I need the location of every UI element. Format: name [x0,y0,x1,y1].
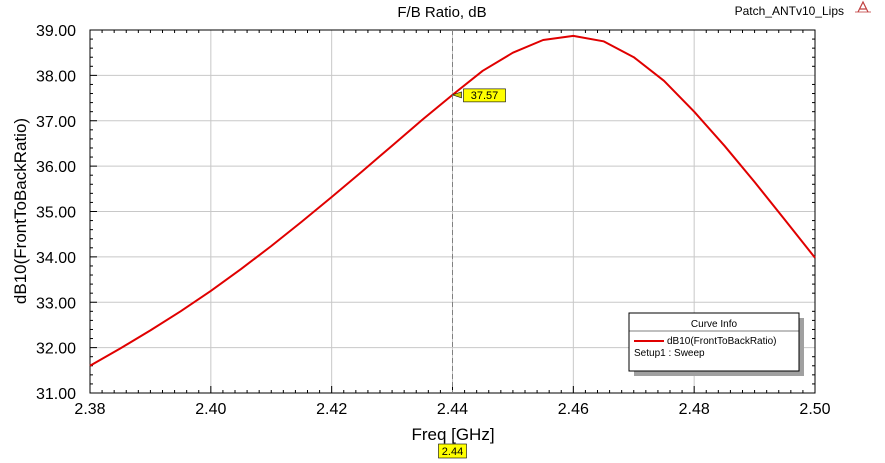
legend-title: Curve Info [691,319,738,330]
ansys-logo-icon [855,0,871,13]
marker-layer[interactable]: 37.57 2.44 [438,30,506,459]
y-tick-label: 33.00 [36,295,76,312]
x-tick-label: 2.50 [799,401,830,418]
project-name: Patch_ANTv10_Lips [735,4,844,18]
y-tick-label: 32.00 [36,341,76,358]
legend[interactable]: Curve Info dB10(FrontToBackRatio) Setup1… [628,312,804,376]
y-tick-label: 36.00 [36,159,76,176]
y-tick-label: 31.00 [36,386,76,403]
y-tick-label: 37.00 [36,114,76,131]
y-axis-label: dB10(FrontToBackRatio) [11,118,30,304]
chart-title: F/B Ratio, dB [397,4,486,21]
marker-y-label-box [463,88,506,103]
legend-entry-sublabel: Setup1 : Sweep [634,348,705,359]
marker-x-label-box [438,443,467,459]
x-tick-label: 2.42 [316,401,347,418]
y-tick-label: 35.00 [36,205,76,222]
marker-x-label: 2.44 [442,446,463,458]
x-tick-label: 2.44 [437,401,468,418]
y-tick-label: 38.00 [36,68,76,85]
x-tick-label: 2.38 [74,401,105,418]
marker-arrow-icon [451,91,462,99]
x-tick-label: 2.48 [679,401,710,418]
y-tick-label: 34.00 [36,250,76,267]
axis-layer: 2.38 2.40 2.42 2.44 2.46 2.48 2.50 31.00 32.00 33… [36,23,831,418]
x-axis-label: Freq [GHz] [411,425,494,444]
marker-y-label: 37.57 [471,90,499,102]
legend-entry-label: dB10(FrontToBackRatio) [667,336,777,347]
y-tick-label: 39.00 [36,23,76,40]
x-tick-label: 2.46 [558,401,589,418]
x-tick-label: 2.40 [195,401,226,418]
